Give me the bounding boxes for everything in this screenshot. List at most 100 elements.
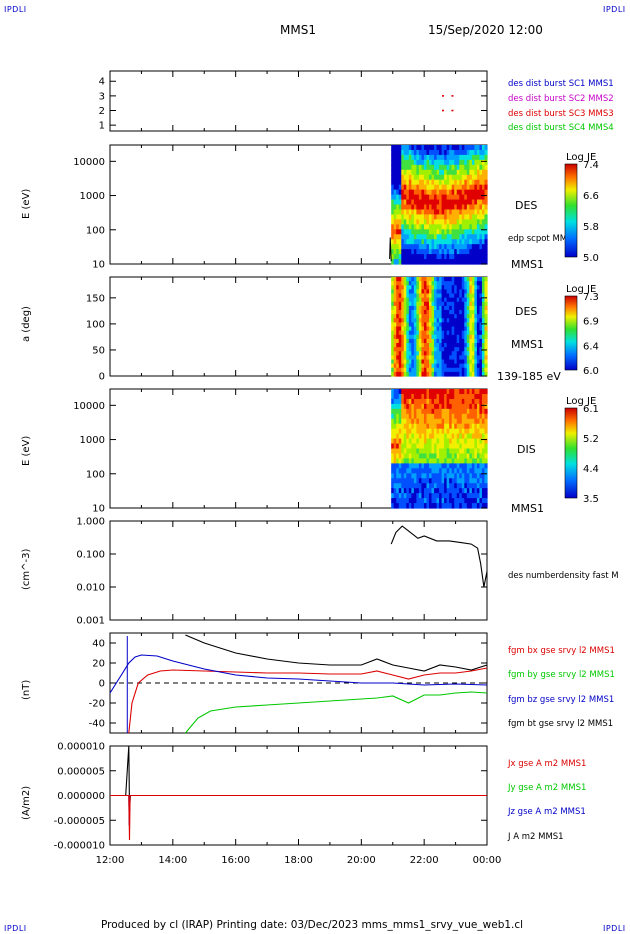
des-energy-cell <box>423 229 428 235</box>
dis-energy-cell <box>474 478 478 484</box>
dis-energy-cell <box>479 483 483 489</box>
des-pitch-cell <box>449 367 453 373</box>
dis-energy-cell <box>461 503 465 509</box>
des-energy-cell <box>466 169 470 176</box>
dis-energy-cell <box>444 453 448 460</box>
des-pitch-cell <box>459 277 463 282</box>
des-energy-colorbar-tick-label: 6.6 <box>583 191 599 202</box>
des-energy-cell <box>456 239 460 245</box>
des-pitch-cell <box>479 363 483 369</box>
des-pitch-cell <box>436 285 440 290</box>
des-pitch-cell <box>441 310 445 315</box>
des-energy-cell <box>471 179 475 186</box>
dis-energy-cell <box>436 473 440 479</box>
des-pitch-cell <box>481 285 486 290</box>
des-energy-cell <box>471 154 475 161</box>
des-pitch-cell <box>408 289 412 295</box>
des-energy-cell <box>426 174 430 181</box>
dis-energy-cell <box>391 463 395 469</box>
dis-energy-cell <box>413 483 417 489</box>
dis-energy-cell <box>403 483 407 489</box>
density-y-tick-label: 0.010 <box>76 583 105 594</box>
des-pitch-cell <box>476 297 481 303</box>
des-energy-cell <box>431 194 435 201</box>
des-energy-cell <box>421 214 425 220</box>
des-pitch-cell <box>434 289 438 295</box>
des-pitch-cell <box>393 347 397 352</box>
des-energy-cell <box>446 224 450 230</box>
dis-energy-cell <box>446 488 450 494</box>
dis-energy-cell <box>431 478 435 484</box>
dis-energy-cell <box>413 468 417 474</box>
des-energy-cell <box>459 199 463 206</box>
dis-energy-cell <box>436 443 440 450</box>
dis-energy-cell <box>441 428 445 435</box>
des-pitch-cell <box>403 277 407 282</box>
dis-energy-cell <box>398 443 402 450</box>
des-pitch-cell <box>469 301 473 307</box>
des-energy-cell <box>441 249 445 255</box>
des-energy-cell <box>413 189 417 196</box>
dis-energy-cell <box>413 478 417 484</box>
des-energy-cell <box>398 179 402 186</box>
des-pitch-cell <box>431 334 435 340</box>
des-energy-cell <box>413 199 417 206</box>
dis-energy-cell <box>464 443 468 450</box>
dis-energy-cell <box>429 418 433 425</box>
des-energy-cell <box>391 189 395 196</box>
des-energy-cell <box>461 229 465 235</box>
des-pitch-cell <box>391 334 395 340</box>
des-pitch-cell <box>429 371 433 377</box>
des-pitch-cell <box>434 310 438 315</box>
des-pitch-cell <box>416 285 420 290</box>
des-energy-cell <box>481 169 486 176</box>
des-pitch-cell <box>411 297 415 303</box>
des-pitch-cell <box>454 293 458 299</box>
des-pitch-cell <box>471 347 475 352</box>
des-energy-cell <box>454 145 458 151</box>
des-pitch-cell <box>421 355 425 361</box>
dis-energy-cell <box>454 498 458 504</box>
des-pitch-cell <box>401 359 405 365</box>
dis-energy-cell <box>418 488 423 494</box>
dis-energy-cell <box>411 483 415 489</box>
des-pitch-cell <box>459 314 463 319</box>
des-pitch-cell <box>413 297 417 303</box>
dis-energy-cell <box>469 408 473 415</box>
des-pitch-cell <box>454 363 458 369</box>
des-pitch-cell <box>459 310 463 315</box>
des-pitch-cell <box>449 363 453 369</box>
dis-energy-cell <box>446 428 450 435</box>
des-pitch-species-label: DES <box>515 305 538 318</box>
des-energy-cell <box>393 194 397 201</box>
des-pitch-cell <box>454 330 458 336</box>
des-pitch-cell <box>446 318 450 323</box>
des-energy-cell <box>484 234 488 240</box>
des-energy-cell <box>396 145 400 151</box>
des-pitch-cell <box>471 326 475 332</box>
dis-energy-cell <box>393 443 397 450</box>
des-energy-cell <box>466 259 470 265</box>
dis-energy-cell <box>391 398 395 405</box>
dis-energy-cell <box>396 453 400 460</box>
dis-energy-cell <box>456 448 460 455</box>
des-energy-cell <box>403 194 407 201</box>
des-pitch-cell <box>469 310 473 315</box>
des-energy-cell <box>474 214 478 220</box>
dis-energy-cell <box>429 478 433 484</box>
des-pitch-cell <box>393 301 397 307</box>
dis-energy-cell <box>454 458 458 464</box>
des-pitch-cell <box>476 359 481 365</box>
dis-energy-cell <box>441 493 445 499</box>
dis-energy-cell <box>416 398 420 405</box>
des-pitch-cell <box>461 326 465 332</box>
des-pitch-cell <box>436 281 440 286</box>
des-pitch-cell <box>439 277 443 282</box>
dis-energy-cell <box>421 473 425 479</box>
des-pitch-cell <box>479 338 483 344</box>
des-pitch-cell <box>431 297 435 303</box>
dis-energy-cell <box>456 418 460 425</box>
des-energy-cell <box>441 164 445 171</box>
des-pitch-cell <box>401 322 405 328</box>
des-pitch-cell <box>474 363 478 369</box>
